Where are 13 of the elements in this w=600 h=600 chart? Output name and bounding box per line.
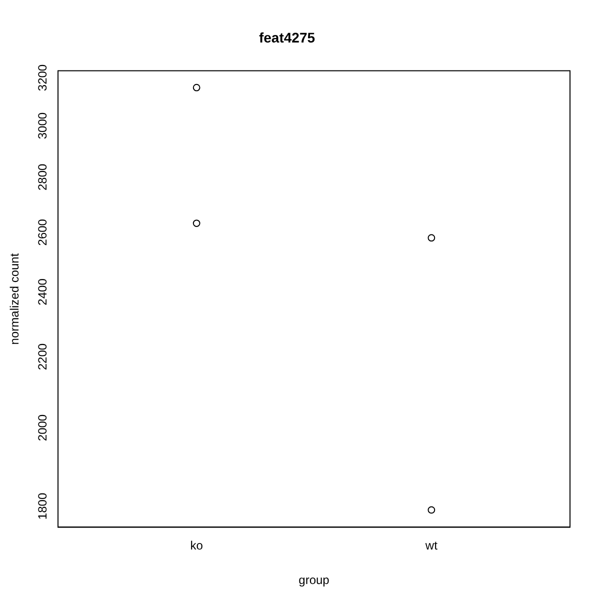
x-tick-label: ko [190, 538, 204, 553]
y-tick-label: 2800 [35, 164, 50, 191]
y-tick-label: 2200 [35, 343, 50, 370]
y-axis-title: normalized count [8, 252, 22, 345]
y-tick-label: 1800 [35, 492, 50, 520]
y-tick-label: 3200 [35, 64, 50, 92]
x-tick-label: wt [424, 538, 438, 553]
y-tick-label: 3000 [35, 112, 50, 140]
y-tick-label: 2000 [35, 414, 50, 442]
x-axis-title: group [298, 573, 330, 588]
y-tick-label: 2600 [35, 218, 50, 246]
chart-title: feat4275 [258, 29, 316, 46]
y-tick-label: 2400 [35, 278, 50, 306]
